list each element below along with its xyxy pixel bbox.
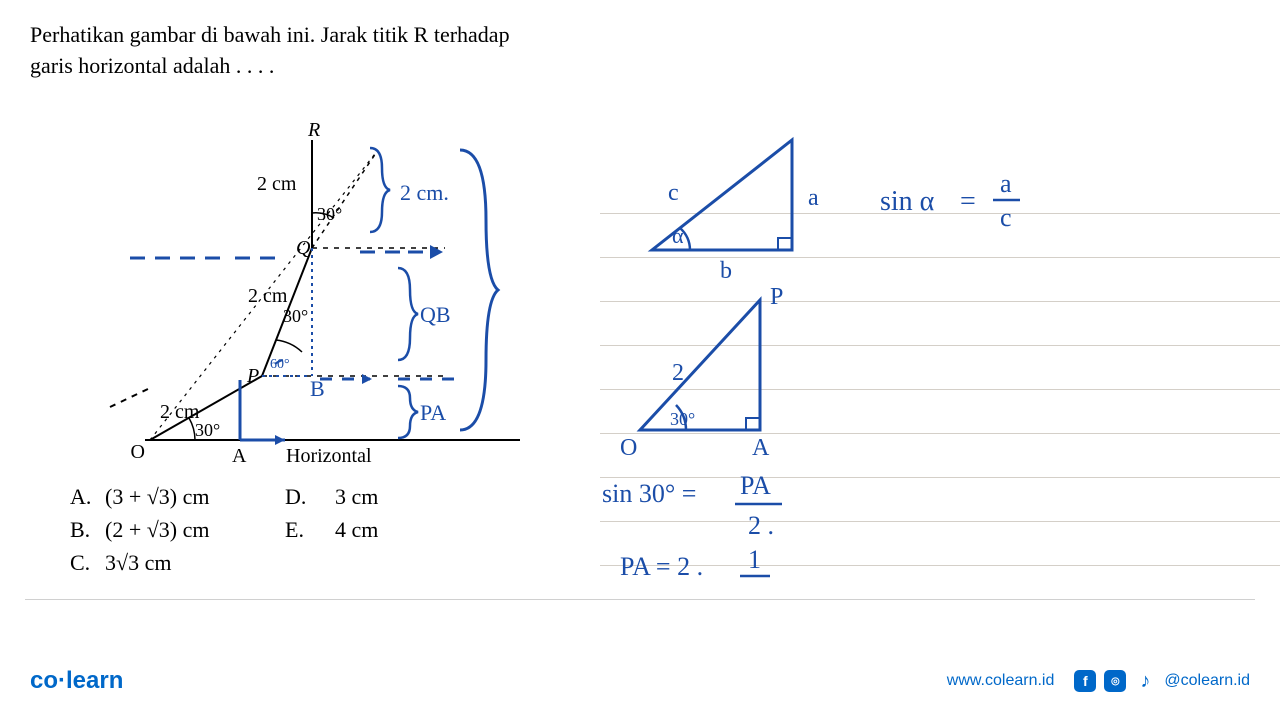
option-e-label: E. [285,513,335,546]
footer-handle: @colearn.id [1164,672,1250,690]
brand-logo: co·learn [30,667,123,695]
option-a-label: A. [70,480,105,513]
label-2cm-bot: 2 cm [160,401,200,423]
label-2cm-mid: 2 cm [248,285,288,307]
option-c-label: C. [70,546,105,579]
option-b-text: (2 + √3) cm [105,513,285,546]
label-angle60: 60° [270,357,290,372]
divider-line [25,599,1255,600]
label-O: O [131,441,145,463]
logo-learn: learn [66,667,123,694]
label-angle30-bot: 30° [195,420,220,440]
problem-diagram: O A Horizontal 2 cm 30° P [110,119,520,467]
label-angle30-top: 30° [317,204,342,224]
brace-top-label: 2 cm. [400,180,449,205]
option-row-c: C. 3√3 cm [70,546,378,579]
label-horizontal: Horizontal [286,445,372,467]
option-e-text: 4 cm [335,513,378,546]
option-a-text: (3 + √3) cm [105,480,285,513]
facebook-icon: f [1074,670,1096,692]
option-row-b: B. (2 + √3) cm E. 4 cm [70,513,378,546]
social-icons: f ◎ ♪ @colearn.id [1074,670,1250,692]
answer-options: A. (3 + √3) cm D. 3 cm B. (2 + √3) cm E.… [70,480,378,579]
option-b-label: B. [70,513,105,546]
option-d-text: 3 cm [335,480,378,513]
footer-right: www.colearn.id f ◎ ♪ @colearn.id [947,670,1250,692]
option-d-label: D. [285,480,335,513]
brace-bot-label: PA [420,400,446,425]
ruled-paper-background [600,170,1280,590]
label-A: A [232,445,247,467]
label-2cm-top: 2 cm [257,173,297,195]
label-R: R [307,119,320,141]
option-row-a: A. (3 + √3) cm D. 3 cm [70,480,378,513]
brace-mid-label: QB [420,302,451,327]
tiktok-icon: ♪ [1134,670,1156,692]
instagram-icon: ◎ [1104,670,1126,692]
question-line2: garis horizontal adalah . . . . [30,53,274,78]
label-Q: Q [296,237,311,259]
label-angle30-mid: 30° [283,306,308,326]
logo-co: co [30,667,58,694]
footer-url: www.colearn.id [947,672,1055,690]
question-line1: Perhatikan gambar di bawah ini. Jarak ti… [30,22,510,47]
label-P: P [246,365,259,387]
option-c-text: 3√3 cm [105,546,285,579]
label-B: B [310,376,325,401]
footer: co·learn www.colearn.id f ◎ ♪ @colearn.i… [30,667,1250,695]
question-text: Perhatikan gambar di bawah ini. Jarak ti… [30,20,510,82]
